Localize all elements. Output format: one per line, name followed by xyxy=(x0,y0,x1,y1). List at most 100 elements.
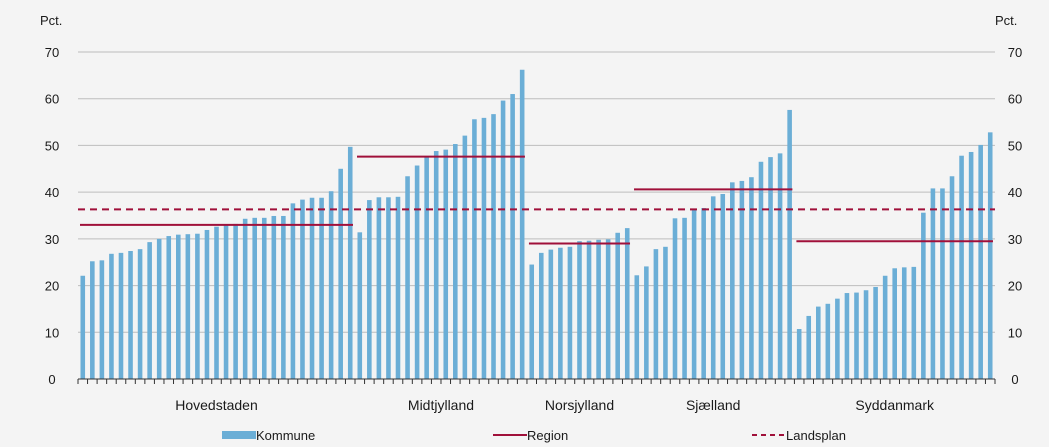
y-tick-label-left: 40 xyxy=(45,185,59,200)
kommune-bar xyxy=(605,239,611,379)
region-group-label: Sjælland xyxy=(686,397,740,413)
kommune-bar xyxy=(453,144,458,379)
kommune-bar xyxy=(892,268,897,379)
kommune-bar xyxy=(672,218,678,379)
y-tick-label-right: 50 xyxy=(1008,138,1022,153)
kommune-bars xyxy=(80,69,993,380)
kommune-bar xyxy=(395,196,401,379)
kommune-bar xyxy=(204,229,210,379)
kommune-bar xyxy=(968,151,974,379)
kommune-bar xyxy=(319,197,324,379)
kommune-bar xyxy=(644,266,649,379)
kommune-bar xyxy=(825,303,831,379)
kommune-bar xyxy=(739,180,745,379)
kommune-bar xyxy=(663,246,668,379)
y-axis-label-left: Pct. xyxy=(40,13,62,28)
kommune-bar xyxy=(290,203,296,379)
kommune-bar xyxy=(548,249,554,379)
y-tick-label-right: 40 xyxy=(1008,185,1022,200)
kommune-bar xyxy=(481,117,487,380)
kommune-bar xyxy=(118,252,124,379)
region-group-label: Hovedstaden xyxy=(175,397,258,413)
kommune-bar xyxy=(519,69,525,379)
kommune-bar xyxy=(558,247,563,379)
kommune-bar xyxy=(710,196,716,379)
kommune-bar xyxy=(777,153,783,379)
y-tick-label-right: 70 xyxy=(1008,45,1022,60)
kommune-bar xyxy=(863,290,869,379)
y-tick-label-right: 30 xyxy=(1008,232,1022,247)
kommune-bar xyxy=(854,292,859,379)
kommune-bar xyxy=(424,156,429,379)
kommune-bar xyxy=(462,135,468,379)
kommune-bar xyxy=(386,197,391,379)
kommune-bar xyxy=(500,100,506,379)
kommune-bar xyxy=(596,239,601,379)
kommune-bar xyxy=(930,188,936,379)
kommune-bar xyxy=(796,329,802,379)
kommune-bar xyxy=(682,217,687,379)
legend-swatch-kommune xyxy=(222,431,256,439)
kommune-bar xyxy=(586,240,592,379)
legend: Kommune Region Landsplan xyxy=(222,428,846,443)
kommune-bar xyxy=(347,146,353,379)
kommune-bar xyxy=(940,188,945,379)
y-axis-right: 0 10 20 30 40 50 60 70 xyxy=(1008,45,1022,387)
kommune-bar xyxy=(405,176,410,379)
y-tick-label-left: 0 xyxy=(48,372,55,387)
kommune-bar xyxy=(300,199,305,379)
kommune-bar xyxy=(223,225,229,379)
kommune-bar xyxy=(252,217,258,379)
kommune-bar xyxy=(90,261,95,379)
kommune-bar xyxy=(281,215,286,379)
kommune-bar xyxy=(701,208,706,379)
y-axis-label-right: Pct. xyxy=(995,13,1017,28)
y-tick-label-right: 0 xyxy=(1011,372,1018,387)
kommune-bar xyxy=(959,155,964,379)
kommune-bar xyxy=(873,286,878,379)
kommune-bar xyxy=(233,223,238,379)
y-tick-label-left: 60 xyxy=(45,92,59,107)
region-group-label: Norsjylland xyxy=(545,397,614,413)
kommune-bar xyxy=(949,176,955,379)
region-group-label: Midtjylland xyxy=(408,397,474,413)
kommune-bar xyxy=(978,144,983,379)
kommune-bar xyxy=(271,215,277,379)
kommune-bar xyxy=(443,149,449,379)
legend-label: Region xyxy=(527,428,568,443)
y-tick-label-left: 70 xyxy=(45,45,59,60)
kommune-bar xyxy=(137,249,143,379)
y-tick-label-right: 20 xyxy=(1008,279,1022,294)
kommune-bar xyxy=(567,246,573,379)
kommune-bar xyxy=(634,275,640,379)
kommune-bar xyxy=(749,177,754,379)
kommune-bar xyxy=(357,232,363,379)
kommune-bar xyxy=(309,197,315,379)
kommune-bar xyxy=(653,249,659,379)
y-tick-label-right: 60 xyxy=(1008,92,1022,107)
kommune-bar xyxy=(806,315,812,379)
kommune-bar xyxy=(195,233,200,379)
kommune-bar xyxy=(911,266,917,379)
kommune-bar xyxy=(844,293,850,379)
kommune-bar xyxy=(529,264,535,379)
kommune-bar xyxy=(901,267,907,379)
kommune-bar xyxy=(987,132,993,379)
kommune-bar xyxy=(176,234,181,379)
kommune-bar xyxy=(921,212,926,379)
kommune-bar xyxy=(472,119,477,380)
kommune-bar xyxy=(214,226,219,379)
y-tick-label-left: 30 xyxy=(45,232,59,247)
kommune-bar xyxy=(109,253,114,379)
kommune-bar xyxy=(147,242,152,379)
kommune-bar xyxy=(624,228,630,379)
legend-label: Landsplan xyxy=(786,428,846,443)
kommune-bar xyxy=(787,109,792,379)
kommune-bar xyxy=(577,241,582,379)
kommune-bar xyxy=(166,236,172,379)
kommune-bar xyxy=(882,275,888,379)
kommune-bar xyxy=(615,232,620,379)
y-tick-label-left: 20 xyxy=(45,279,59,294)
x-axis xyxy=(77,378,996,384)
